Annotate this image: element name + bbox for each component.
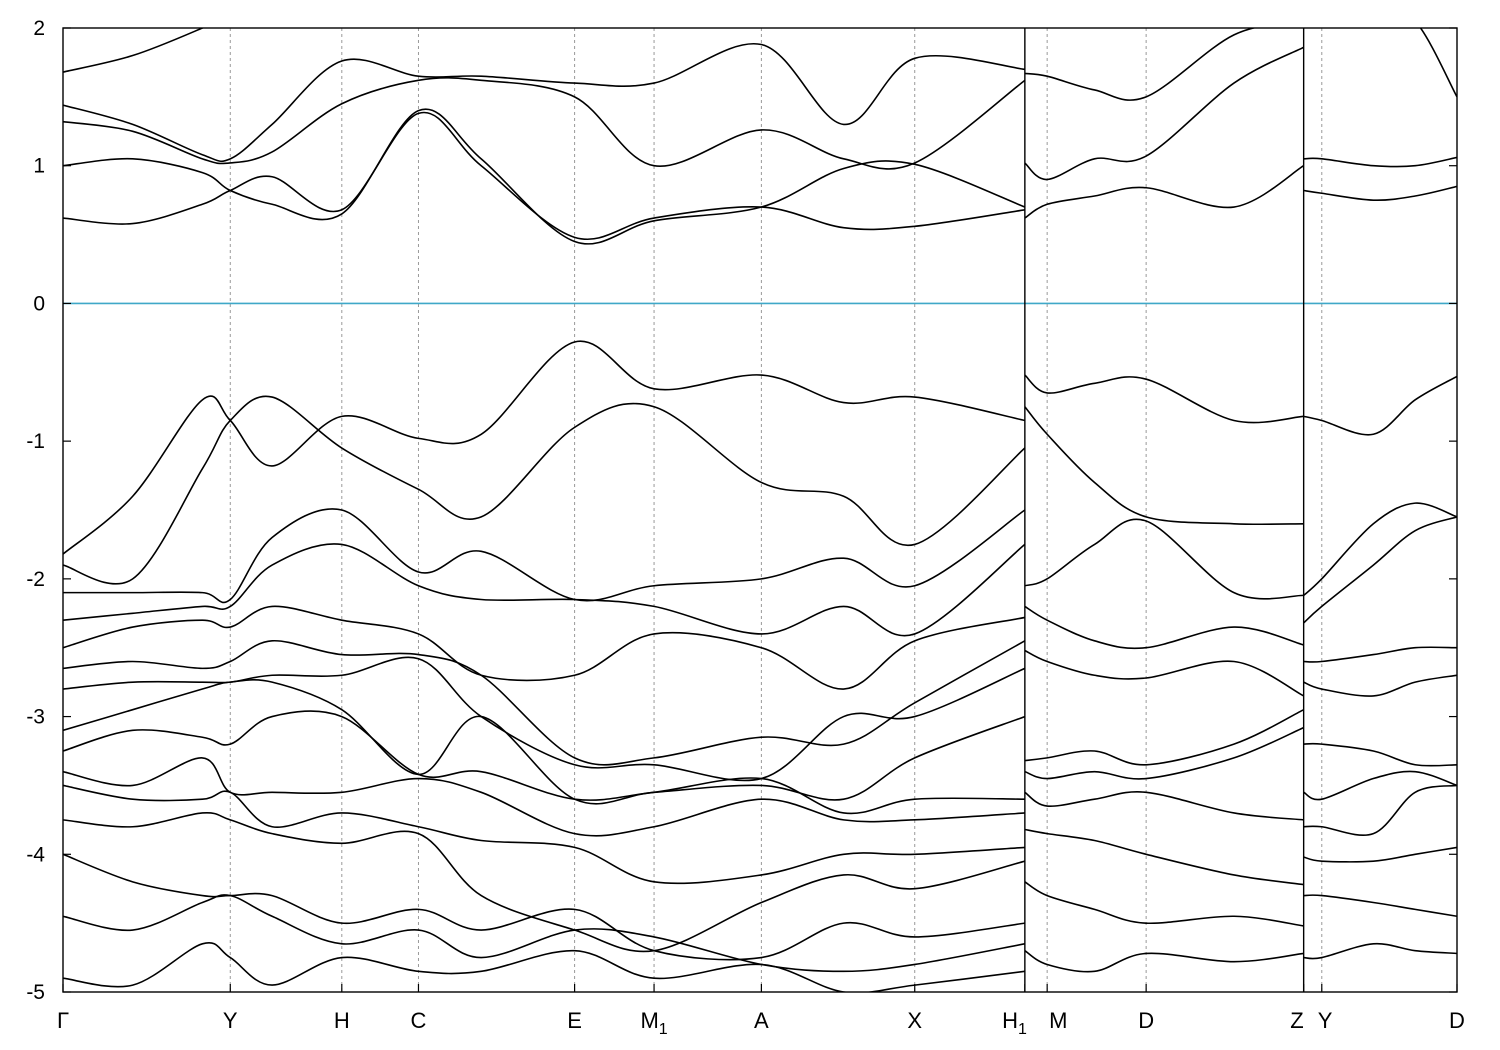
band-line-43 (1303, 770, 1457, 801)
y-tick-label-3: -1 (26, 430, 45, 453)
x-ticks-layer: Γ Y H C E M1 A X H1 M D Z Y D (57, 984, 1465, 1038)
band-line-44 (1303, 784, 1457, 836)
kpoint-label-4: E (567, 1008, 582, 1033)
band-line-0 (63, 111, 1025, 240)
kpoint-label-10: D (1138, 1008, 1154, 1033)
kpoint-label-text-8: H (1002, 1008, 1018, 1033)
band-line-47 (1303, 942, 1457, 960)
band-line-42 (1303, 742, 1457, 767)
band-line-2 (63, 77, 1026, 170)
band-line-36 (1419, 28, 1457, 98)
y-tick-label-7: -5 (26, 981, 45, 1004)
kpoint-label-text-2: H (334, 1008, 350, 1033)
band-line-45 (1303, 846, 1457, 863)
kpoint-label-text-0: Γ (57, 1008, 69, 1033)
kpoint-label-text-11: Z (1290, 1008, 1303, 1033)
band-line-40 (1303, 646, 1457, 663)
band-line-46 (1303, 894, 1457, 918)
band-line-9 (63, 605, 1026, 690)
band-line-26 (1024, 605, 1304, 650)
kpoint-label-8: H1 (1002, 1008, 1027, 1038)
y-tick-label-5: -3 (26, 706, 45, 729)
y-tick-label-1: 1 (33, 155, 45, 178)
kpoint-label-text-3: C (411, 1008, 427, 1033)
band-line-32 (1024, 881, 1304, 927)
kpoint-label-text-6: A (754, 1008, 769, 1033)
kpoint-label-sub-8: 1 (1018, 1021, 1027, 1038)
kpoint-label-text-1: Y (223, 1008, 238, 1033)
band-line-8 (63, 543, 1026, 637)
band-line-16 (63, 811, 1026, 953)
y-tick-label-2: 0 (33, 292, 45, 315)
band-line-15 (63, 784, 1025, 885)
frame-layer (62, 27, 1458, 993)
kpoint-label-text-10: D (1138, 1008, 1154, 1033)
kpoint-label-9: M (1049, 1008, 1067, 1033)
band-line-10 (63, 640, 1026, 766)
band-line-19 (63, 941, 1025, 992)
kpoint-label-5: M1 (640, 1008, 667, 1038)
kpoint-label-11: Z (1290, 1008, 1303, 1033)
band-line-25 (1024, 518, 1304, 600)
kpoint-label-12: Y (1318, 1008, 1333, 1033)
kpoint-label-text-5: M (640, 1008, 658, 1033)
band-line-24 (1024, 406, 1304, 526)
y-tick-label-0: 2 (33, 17, 45, 40)
band-line-3 (63, 42, 1025, 163)
band-line-13 (63, 710, 1025, 815)
kpoint-label-2: H (334, 1008, 350, 1033)
band-line-27 (1024, 649, 1305, 697)
bands-layer (63, 28, 1457, 992)
band-line-38 (1303, 502, 1457, 596)
band-line-5 (63, 340, 1026, 555)
band-line-11 (63, 656, 1026, 782)
band-line-14 (63, 757, 1025, 837)
band-line-30 (1024, 791, 1304, 821)
band-line-7 (63, 508, 1026, 604)
band-line-35 (1303, 185, 1457, 201)
kpoint-label-text-7: X (907, 1008, 922, 1033)
band-line-6 (63, 395, 1026, 585)
kpoint-label-text-9: M (1049, 1008, 1067, 1033)
plot-frame (62, 27, 1458, 993)
band-line-37 (1303, 375, 1457, 436)
band-line-12 (63, 679, 1026, 805)
band-line-4 (63, 28, 205, 73)
kpoint-label-text-12: Y (1318, 1008, 1333, 1033)
kpoint-label-text-13: D (1449, 1008, 1465, 1033)
band-line-21 (1024, 46, 1305, 181)
band-line-17 (63, 853, 1025, 961)
band-line-41 (1303, 674, 1457, 697)
band-line-18 (63, 894, 1026, 973)
kpoint-label-text-4: E (567, 1008, 582, 1033)
band-line-31 (1024, 828, 1304, 886)
kpoint-label-sub-5: 1 (659, 1021, 668, 1038)
band-line-34 (1303, 156, 1457, 168)
kpoint-label-0: Γ (57, 1008, 69, 1033)
kpoint-label-13: D (1449, 1008, 1465, 1033)
band-line-28 (1024, 708, 1305, 766)
kpoint-label-3: C (411, 1008, 427, 1033)
kpoint-label-6: A (754, 1008, 769, 1033)
kpoint-label-7: X (907, 1008, 922, 1033)
band-line-33 (1024, 950, 1304, 973)
band-line-29 (1024, 726, 1304, 780)
y-ticks-layer: 2 1 0 -1 -2 -3 -4 -5 (26, 17, 1457, 1004)
band-line-23 (1024, 374, 1304, 424)
grid-layer (229, 28, 1323, 992)
band-line-20 (1024, 28, 1257, 101)
y-tick-label-4: -2 (26, 568, 45, 591)
kpoint-label-1: Y (223, 1008, 238, 1033)
y-tick-label-6: -4 (26, 843, 45, 866)
band-line-22 (1024, 165, 1305, 219)
band-line-39 (1303, 516, 1457, 624)
band-line-1 (63, 108, 1026, 245)
